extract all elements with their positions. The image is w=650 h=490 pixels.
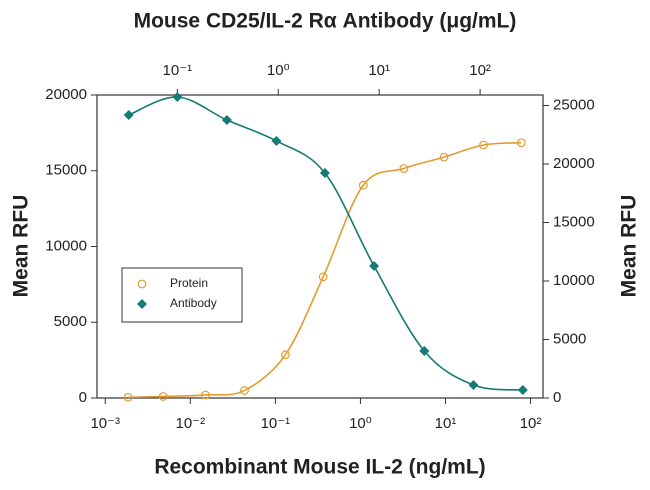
y-tick-label: 10000 (45, 237, 87, 254)
point (419, 345, 430, 356)
point (123, 392, 133, 402)
y2-tick-label: 0 (553, 389, 561, 406)
legend-label: Antibody (170, 296, 217, 310)
legend-symbol (137, 299, 147, 309)
point (399, 164, 409, 173)
y2-tick-label: 20000 (553, 155, 595, 172)
x-tick-label: 10² (520, 415, 542, 432)
legend-symbol (137, 279, 147, 289)
y-tick-label: 5000 (54, 313, 87, 330)
point (158, 392, 168, 401)
x2-tick-label: 10¹ (368, 62, 390, 79)
x2-tick-label: 10⁰ (267, 62, 290, 79)
x-axis-label: Recombinant Mouse IL-2 (ng/mL) (154, 456, 485, 479)
point (517, 385, 528, 396)
y-axis-label: Mean RFU (10, 195, 33, 298)
point (369, 261, 380, 272)
x2-tick-label: 10⁻¹ (163, 62, 193, 79)
point (221, 115, 232, 126)
x-tick-label: 10⁻¹ (261, 415, 291, 432)
y2-tick-label: 15000 (553, 213, 595, 230)
y-tick-label: 20000 (45, 86, 87, 103)
point (172, 91, 183, 102)
legend-box (121, 267, 243, 323)
point (123, 110, 134, 121)
point (358, 180, 368, 190)
point (201, 390, 210, 400)
point (516, 138, 526, 148)
point (240, 386, 249, 395)
point (439, 152, 449, 162)
point (319, 168, 330, 179)
legend-label: Protein (170, 276, 208, 290)
x-tick-label: 10⁻² (176, 415, 206, 432)
y2-tick-label: 25000 (553, 96, 595, 113)
fit-curve (128, 141, 522, 399)
y2-tick-label: 10000 (553, 272, 595, 289)
point (280, 350, 290, 360)
point (468, 380, 479, 391)
x2-tick-label: 10² (469, 62, 491, 79)
x-tick-label: 10¹ (435, 415, 457, 432)
point (318, 272, 328, 282)
point (271, 135, 282, 146)
plot-frame (96, 94, 544, 399)
x-tick-label: 10⁻³ (90, 415, 120, 432)
top-axis-label: Mouse CD25/IL-2 Rα Antibody (μg/mL) (134, 10, 517, 33)
point (479, 140, 488, 150)
y-tick-label: 0 (79, 389, 87, 406)
x-tick-label: 10⁰ (349, 415, 372, 432)
y2-tick-label: 5000 (553, 330, 586, 347)
fit-curve (128, 96, 523, 391)
y2-axis-label: Mean RFU (618, 195, 641, 298)
y-tick-label: 15000 (45, 162, 87, 179)
